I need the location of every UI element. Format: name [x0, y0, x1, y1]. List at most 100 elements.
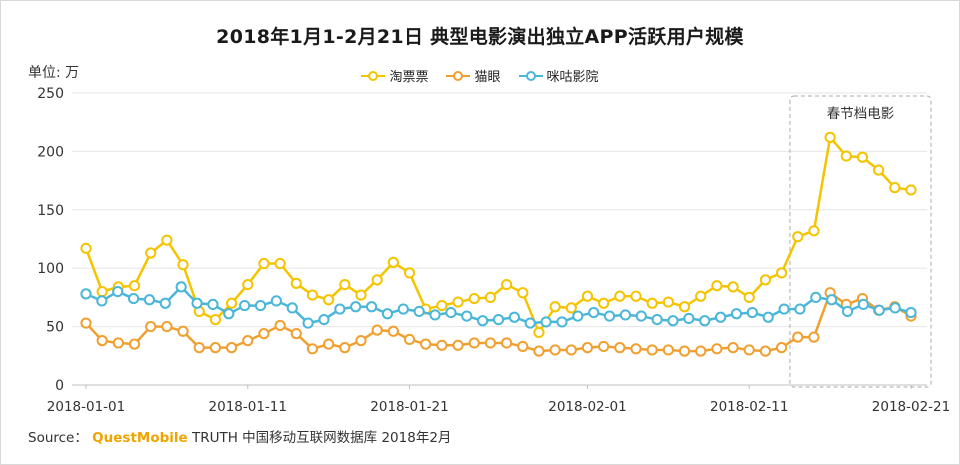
data-point-series-1 [484, 337, 497, 349]
data-point-series-2 [556, 316, 568, 328]
data-point-series-1 [323, 338, 335, 350]
data-point-series-1 [678, 345, 691, 357]
data-point-series-1 [581, 342, 594, 354]
y-tick-label: 0 [55, 378, 64, 394]
data-point-series-2 [873, 304, 885, 316]
y-tick-label: 200 [37, 144, 64, 160]
data-point-series-1 [775, 342, 788, 354]
data-point-series-0 [711, 280, 723, 292]
legend-item-taopiaopiao[interactable]: 淘票票 [361, 66, 428, 85]
data-point-series-0 [355, 289, 367, 301]
data-point-series-2 [239, 299, 251, 312]
source-label: Source： [28, 430, 88, 446]
data-point-series-1 [177, 325, 189, 337]
y-tick-label: 100 [37, 261, 64, 277]
data-point-series-1 [161, 321, 173, 333]
data-point-series-2 [762, 311, 774, 323]
data-point-series-1 [533, 345, 545, 357]
data-point-series-1 [306, 343, 319, 355]
data-point-series-0 [161, 234, 173, 246]
data-point-series-1 [549, 344, 561, 356]
annotation-label: 春节档电影 [827, 106, 895, 122]
data-point-series-1 [145, 321, 157, 333]
data-point-series-2 [334, 303, 346, 315]
data-point-series-0 [824, 131, 836, 143]
data-point-series-2 [841, 305, 854, 318]
data-point-series-1 [258, 328, 270, 340]
data-point-series-2 [905, 306, 917, 319]
data-point-series-0 [339, 278, 351, 291]
y-tick-label: 50 [46, 320, 64, 336]
data-point-series-0 [484, 291, 497, 303]
data-point-series-0 [452, 296, 464, 308]
data-point-series-2 [826, 294, 838, 306]
data-point-series-2 [715, 311, 727, 323]
data-point-series-2 [223, 308, 235, 320]
data-point-series-1 [112, 337, 124, 349]
data-point-series-2 [810, 291, 822, 303]
legend-label-taopiaopiao: 淘票票 [389, 70, 429, 85]
data-point-series-2 [794, 303, 806, 315]
data-point-series-0 [306, 289, 319, 301]
data-point-series-0 [128, 280, 141, 292]
data-point-series-2 [461, 310, 473, 322]
legend-item-migu[interactable]: 咪咕影院 [518, 66, 599, 85]
data-point-series-0 [209, 313, 222, 326]
data-point-series-0 [905, 184, 917, 196]
data-point-series-1 [387, 325, 399, 337]
data-point-series-2 [191, 297, 203, 309]
data-point-series-0 [290, 277, 302, 289]
data-point-series-0 [792, 231, 804, 243]
data-point-series-1 [193, 342, 205, 354]
data-point-series-2 [588, 306, 600, 319]
data-point-series-2 [857, 298, 870, 311]
legend-label-maoyan: 猫眼 [474, 70, 501, 85]
legend-item-maoyan[interactable]: 猫眼 [446, 66, 501, 85]
data-point-series-1 [80, 317, 92, 329]
data-point-series-0 [598, 297, 610, 309]
data-point-series-1 [403, 333, 416, 346]
data-point-series-1 [565, 344, 577, 356]
x-tick-label: 2018-01-11 [209, 399, 287, 415]
x-tick-label: 2018-01-01 [47, 399, 125, 415]
data-point-series-2 [96, 295, 108, 307]
data-point-series-1 [759, 345, 772, 357]
data-point-series-0 [517, 287, 529, 299]
data-point-series-2 [603, 310, 616, 322]
data-point-series-2 [540, 316, 552, 328]
data-point-series-1 [500, 337, 513, 349]
data-point-series-2 [778, 303, 790, 315]
data-point-series-2 [746, 306, 758, 319]
data-point-series-0 [873, 164, 885, 176]
data-point-series-2 [413, 305, 425, 318]
data-point-series-2 [270, 295, 282, 307]
x-tick-label: 2018-02-01 [548, 399, 626, 415]
x-tick-label: 2018-01-21 [370, 399, 448, 415]
data-point-series-0 [840, 150, 852, 162]
data-point-series-0 [678, 301, 691, 313]
data-point-series-0 [387, 256, 399, 268]
data-point-series-1 [452, 339, 464, 351]
data-point-series-1 [792, 331, 804, 343]
data-point-series-2 [651, 313, 663, 326]
data-point-series-0 [565, 302, 577, 314]
data-point-series-2 [619, 309, 632, 321]
data-point-series-1 [339, 342, 351, 354]
data-point-series-1 [517, 340, 529, 353]
data-point-series-2 [508, 311, 520, 323]
data-point-series-1 [436, 339, 448, 351]
legend-label-migu: 咪咕影院 [546, 70, 599, 85]
y-tick-label: 250 [37, 86, 64, 102]
data-point-series-2 [286, 302, 298, 314]
data-point-series-1 [598, 340, 610, 353]
data-point-series-2 [80, 288, 92, 300]
source-brand: QuestMobile [92, 430, 188, 446]
data-point-series-1 [209, 342, 222, 354]
data-point-series-1 [695, 345, 707, 357]
data-point-series-2 [635, 310, 647, 322]
y-tick-label: 150 [37, 203, 64, 219]
data-point-series-0 [258, 257, 270, 270]
data-point-series-1 [355, 335, 367, 347]
data-point-series-0 [468, 292, 480, 305]
data-point-series-0 [808, 225, 820, 237]
